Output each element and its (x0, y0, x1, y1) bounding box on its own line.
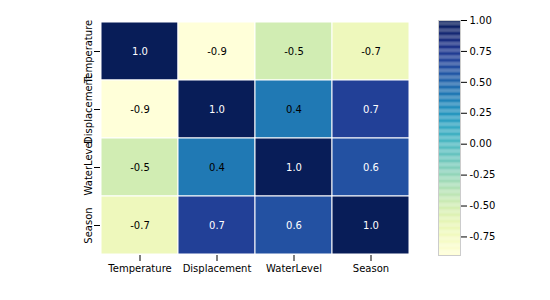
svg-text:0.25: 0.25 (470, 107, 492, 118)
svg-text:Displacement: Displacement (83, 75, 94, 144)
svg-text:1.00: 1.00 (470, 15, 492, 26)
svg-text:Season: Season (83, 207, 94, 243)
svg-text:Temperature: Temperature (83, 20, 94, 84)
svg-text:0.7: 0.7 (209, 220, 225, 231)
svg-text:Season: Season (353, 263, 389, 274)
svg-text:-0.5: -0.5 (284, 46, 304, 57)
svg-text:Displacement: Displacement (183, 263, 252, 274)
svg-text:1.0: 1.0 (209, 104, 225, 115)
svg-text:WaterLevel: WaterLevel (266, 263, 322, 274)
svg-text:0.7: 0.7 (363, 104, 379, 115)
svg-text:0.75: 0.75 (470, 46, 492, 57)
svg-text:-0.7: -0.7 (361, 46, 381, 57)
svg-text:1.0: 1.0 (286, 162, 302, 173)
svg-text:0.50: 0.50 (470, 77, 492, 88)
svg-text:-0.9: -0.9 (130, 104, 150, 115)
svg-text:0.6: 0.6 (286, 220, 302, 231)
svg-text:-0.9: -0.9 (207, 46, 227, 57)
svg-text:0.4: 0.4 (286, 104, 302, 115)
svg-text:-0.75: -0.75 (470, 231, 496, 242)
svg-text:0.6: 0.6 (363, 162, 379, 173)
svg-text:Temperature: Temperature (107, 263, 171, 274)
svg-text:0.00: 0.00 (470, 138, 492, 149)
svg-text:0.4: 0.4 (209, 162, 225, 173)
svg-text:WaterLevel: WaterLevel (83, 140, 94, 196)
svg-text:-0.5: -0.5 (130, 162, 150, 173)
svg-text:-0.25: -0.25 (470, 169, 496, 180)
svg-text:-0.50: -0.50 (470, 200, 496, 211)
svg-text:-0.7: -0.7 (130, 220, 150, 231)
svg-text:1.0: 1.0 (132, 46, 148, 57)
svg-text:1.0: 1.0 (363, 220, 379, 231)
